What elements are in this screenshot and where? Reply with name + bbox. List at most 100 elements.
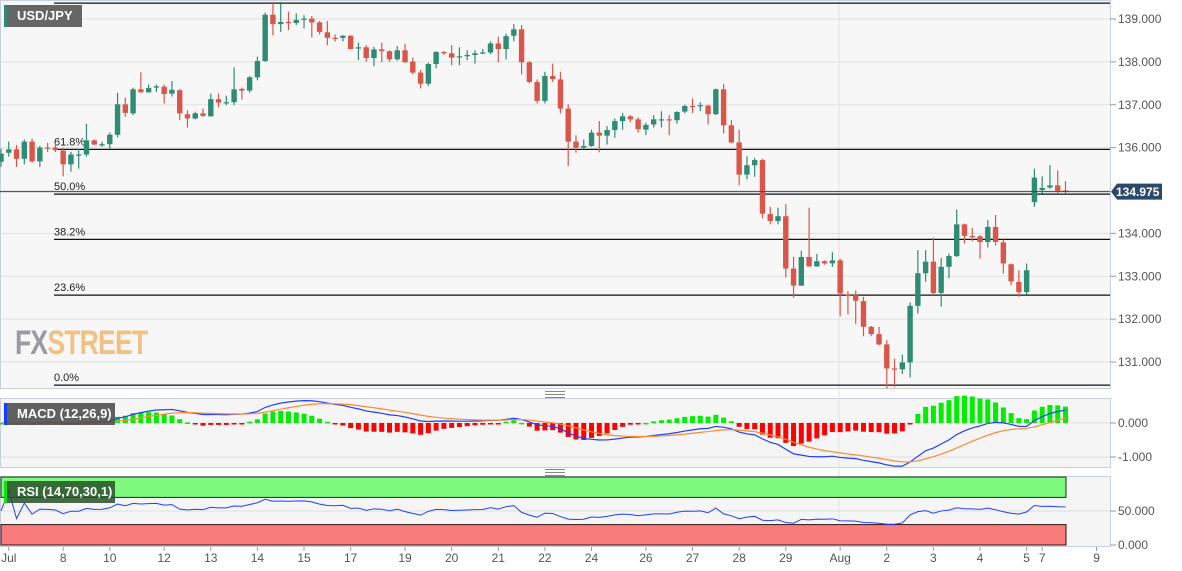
candle-down[interactable] <box>386 51 393 60</box>
candle-up[interactable] <box>612 121 618 131</box>
candle-up[interactable] <box>6 149 12 153</box>
macd-panel-resize-handle[interactable] <box>545 391 565 398</box>
candle-down[interactable] <box>868 326 874 335</box>
candle-up[interactable] <box>511 29 517 36</box>
candle-up[interactable] <box>1047 185 1053 188</box>
candle-down[interactable] <box>837 260 843 294</box>
candle-down[interactable] <box>285 22 292 24</box>
candle-down[interactable] <box>689 106 696 108</box>
candle-down[interactable] <box>309 18 315 23</box>
candle-down[interactable] <box>666 119 672 121</box>
rsi-indicator-label[interactable]: RSI (14,70,30,1) <box>4 481 115 503</box>
candle-up[interactable] <box>192 113 198 119</box>
candle-up[interactable] <box>472 53 478 56</box>
candle-up[interactable] <box>619 116 626 122</box>
candle-down[interactable] <box>518 29 525 63</box>
candle-down[interactable] <box>184 114 191 119</box>
candle-down[interactable] <box>728 125 735 143</box>
candle-up[interactable] <box>713 89 719 115</box>
candle-up[interactable] <box>697 105 703 107</box>
candle-down[interactable] <box>239 88 245 91</box>
candle-up[interactable] <box>658 119 665 121</box>
symbol-label[interactable]: USD/JPY <box>4 5 82 27</box>
candle-up[interactable] <box>68 154 74 165</box>
candle-up[interactable] <box>114 104 121 135</box>
candle-up[interactable] <box>231 89 237 103</box>
candle-up[interactable] <box>938 266 944 293</box>
candle-up[interactable] <box>643 124 649 130</box>
candle-up[interactable] <box>480 52 486 54</box>
candle-down[interactable] <box>29 141 35 162</box>
candle-up[interactable] <box>153 86 160 88</box>
candle-down[interactable] <box>557 79 564 109</box>
candle-down[interactable] <box>573 141 579 148</box>
candle-down[interactable] <box>177 90 183 114</box>
candle-down[interactable] <box>961 224 968 236</box>
candle-down[interactable] <box>891 368 898 370</box>
candle-down[interactable] <box>992 226 999 242</box>
candle-down[interactable] <box>845 294 851 296</box>
candle-down[interactable] <box>1008 264 1014 282</box>
candle-up[interactable] <box>682 106 688 112</box>
candle-up[interactable] <box>37 147 43 162</box>
candle-down[interactable] <box>417 72 424 84</box>
candle-up[interactable] <box>21 141 28 159</box>
candle-up[interactable] <box>751 160 758 166</box>
candle-down[interactable] <box>534 82 540 101</box>
candle-up[interactable] <box>394 50 400 60</box>
candle-up[interactable] <box>581 145 587 148</box>
candle-down[interactable] <box>347 35 354 50</box>
candle-up[interactable] <box>674 112 680 121</box>
candle-up[interactable] <box>604 130 610 136</box>
candle-up[interactable] <box>775 216 781 221</box>
candle-down[interactable] <box>767 214 773 221</box>
candle-up[interactable] <box>0 153 4 162</box>
candle-up[interactable] <box>798 256 805 286</box>
candle-up[interactable] <box>487 43 494 53</box>
candle-down[interactable] <box>736 142 742 175</box>
candle-up[interactable] <box>922 261 929 274</box>
candle-up[interactable] <box>1039 187 1045 191</box>
candle-down[interactable] <box>441 52 447 54</box>
candle-up[interactable] <box>744 165 750 175</box>
candle-down[interactable] <box>495 43 501 50</box>
candle-up[interactable] <box>223 102 230 104</box>
candle-down[interactable] <box>977 236 983 242</box>
candle-up[interactable] <box>829 260 836 264</box>
candle-up[interactable] <box>464 55 470 57</box>
candle-down[interactable] <box>379 49 385 52</box>
candle-down[interactable] <box>215 99 222 103</box>
candle-up[interactable] <box>954 224 960 257</box>
candle-down[interactable] <box>44 147 51 149</box>
candle-down[interactable] <box>13 149 20 159</box>
candle-down[interactable] <box>565 108 571 142</box>
candle-up[interactable] <box>542 76 548 101</box>
candle-up[interactable] <box>425 64 432 84</box>
candle-down[interactable] <box>596 132 602 136</box>
candle-up[interactable] <box>650 119 657 125</box>
candle-down[interactable] <box>324 32 331 38</box>
candle-down[interactable] <box>138 89 144 93</box>
candle-down[interactable] <box>526 62 533 83</box>
candle-down[interactable] <box>853 295 859 301</box>
candle-down[interactable] <box>410 61 416 73</box>
candle-down[interactable] <box>884 344 890 369</box>
candle-down[interactable] <box>759 160 766 214</box>
candle-up[interactable] <box>340 35 346 38</box>
candle-down[interactable] <box>806 256 812 267</box>
candle-down[interactable] <box>91 140 97 145</box>
candle-up[interactable] <box>456 56 463 58</box>
candle-up[interactable] <box>278 22 284 25</box>
candle-down[interactable] <box>790 268 797 286</box>
candle-down[interactable] <box>52 147 59 151</box>
candle-up[interactable] <box>1023 270 1030 293</box>
candle-up[interactable] <box>946 256 952 267</box>
candle-up[interactable] <box>293 19 299 23</box>
candle-down[interactable] <box>783 216 789 269</box>
candle-up[interactable] <box>107 134 113 145</box>
candle-up[interactable] <box>262 14 268 62</box>
candle-up[interactable] <box>301 18 307 20</box>
candle-down[interactable] <box>969 235 975 238</box>
candle-down[interactable] <box>627 116 634 120</box>
